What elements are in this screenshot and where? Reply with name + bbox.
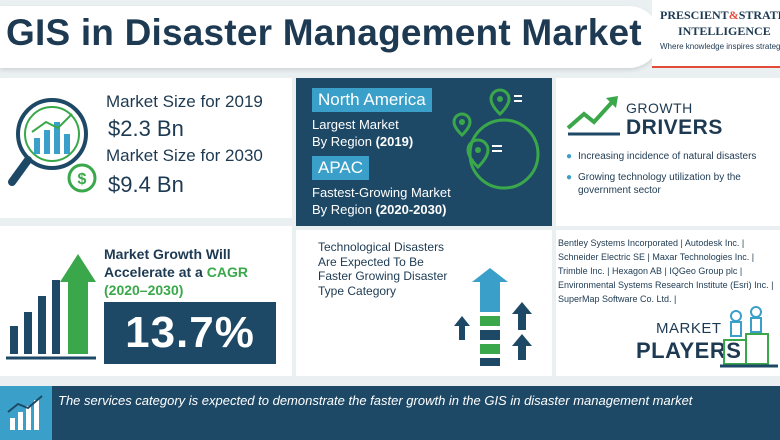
company-logo: PRESCIENT&STRATEGIC INTELLIGENCE Where k… bbox=[652, 0, 780, 68]
fastest-region-tag: APAC bbox=[312, 156, 370, 180]
largest-region-tag: North America bbox=[312, 88, 432, 112]
map-pins-icon bbox=[452, 88, 540, 190]
market-players-panel bbox=[556, 230, 780, 376]
bullet-icon: ● bbox=[566, 172, 573, 183]
bullet-icon: ● bbox=[566, 151, 573, 162]
logo-name-line2: INTELLIGENCE bbox=[678, 24, 771, 38]
market-size-2030-label: Market Size for 2030 bbox=[106, 146, 263, 165]
players-list: Bentley Systems Incorporated | Autodesk … bbox=[558, 236, 778, 306]
technological-panel bbox=[296, 230, 552, 376]
footer-text: The services category is expected to dem… bbox=[58, 393, 693, 408]
player-line: SuperMap Software Co. Ltd. | bbox=[558, 294, 677, 304]
growth-drivers-title1: GROWTH bbox=[626, 100, 693, 116]
market-players-title1: MARKET bbox=[656, 320, 722, 337]
magnifier-chart-icon: $ bbox=[8, 98, 97, 193]
logo-name-line1: PRESCIENT&STRATEGIC bbox=[660, 8, 780, 22]
upward-arrows-icon bbox=[454, 268, 532, 366]
driver-item: ● Increasing incidence of natural disast… bbox=[566, 151, 757, 162]
player-line: Trimble Inc. | Hexagon AB | IQGeo Group … bbox=[558, 266, 743, 276]
fastest-region-desc: Fastest-Growing Market By Region (2020-2… bbox=[312, 185, 451, 217]
player-line: Bentley Systems Incorporated | Autodesk … bbox=[558, 238, 745, 248]
svg-text:$: $ bbox=[78, 171, 87, 188]
market-size-2019-value: $2.3 Bn bbox=[108, 116, 184, 141]
player-line: Schneider Electric SE | Maxar Technologi… bbox=[558, 252, 755, 262]
cagr-value: 13.7% bbox=[104, 302, 276, 364]
bar-growth-icon bbox=[6, 254, 96, 360]
cagr-line2: Accelerate at a CAGR bbox=[104, 264, 248, 280]
cagr-period: (2020–2030) bbox=[104, 282, 184, 298]
growth-arrow-icon bbox=[566, 96, 620, 136]
page-title: GIS in Disaster Management Market bbox=[6, 12, 642, 53]
cagr-line1: Market Growth Will bbox=[104, 246, 231, 262]
largest-region-desc: Largest Market By Region (2019) bbox=[312, 117, 414, 149]
footer-banner bbox=[0, 386, 780, 440]
technological-text: Technological Disasters Are Expected To … bbox=[318, 240, 448, 298]
title-bar bbox=[0, 6, 660, 68]
chart-growth-icon bbox=[7, 395, 43, 430]
growth-drivers-list: ● Increasing incidence of natural disast… bbox=[564, 150, 776, 197]
growth-drivers-panel bbox=[556, 78, 780, 226]
market-size-2019-label: Market Size for 2019 bbox=[106, 92, 263, 111]
logo-tagline: Where knowledge inspires strategy bbox=[660, 42, 780, 51]
growth-drivers-title2: DRIVERS bbox=[626, 116, 723, 139]
market-size-2030-value: $9.4 Bn bbox=[108, 172, 184, 197]
driver-item: ● Growing technology utilization by the … bbox=[566, 172, 741, 196]
podium-people-icon bbox=[720, 306, 778, 368]
player-line: Environmental Systems Research Institute… bbox=[558, 280, 774, 290]
